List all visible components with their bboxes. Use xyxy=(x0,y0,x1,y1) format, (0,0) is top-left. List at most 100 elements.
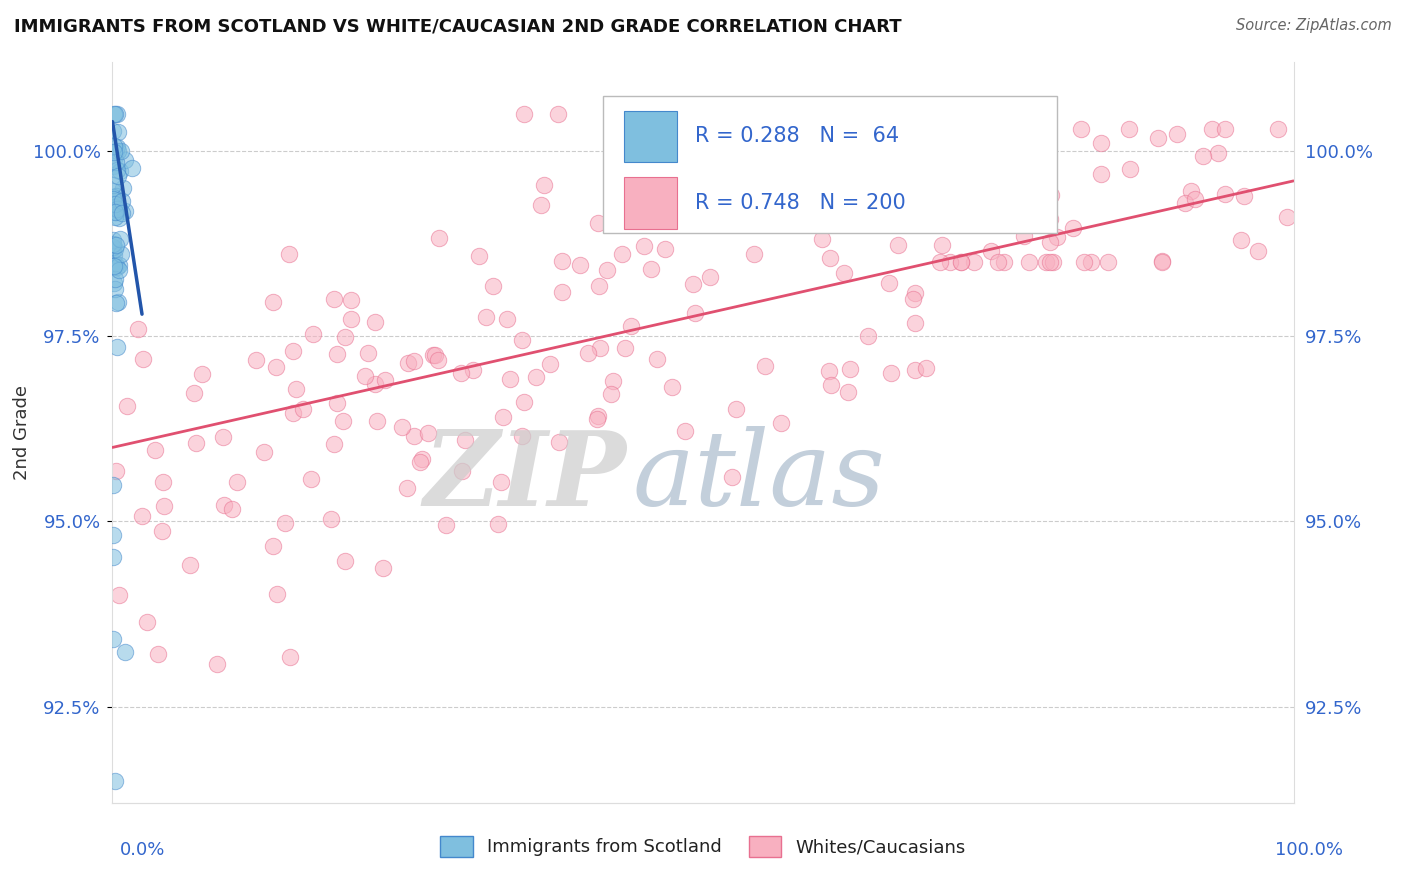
Point xyxy=(1035,255,1057,269)
Point xyxy=(104,189,127,203)
Point xyxy=(1062,221,1084,235)
Point xyxy=(103,123,125,137)
Point xyxy=(262,294,284,309)
Point xyxy=(409,455,432,469)
Point xyxy=(105,144,128,158)
Point xyxy=(835,193,858,207)
Text: R = 0.288   N =  64: R = 0.288 N = 64 xyxy=(695,127,898,146)
Text: atlas: atlas xyxy=(633,426,884,528)
Point xyxy=(468,249,491,263)
Point xyxy=(354,369,377,384)
Point xyxy=(904,286,927,301)
Point xyxy=(104,242,127,256)
Point xyxy=(530,198,553,212)
Point xyxy=(101,632,124,646)
Point xyxy=(114,153,136,167)
Point xyxy=(152,475,174,490)
Point xyxy=(1119,162,1142,177)
Point xyxy=(599,387,621,401)
Point xyxy=(1230,233,1253,247)
Point xyxy=(491,409,513,424)
Point xyxy=(547,434,569,449)
Point xyxy=(110,246,132,260)
Point xyxy=(1040,187,1063,202)
Point xyxy=(1213,186,1236,201)
Point xyxy=(278,247,301,261)
Point xyxy=(770,417,793,431)
Point xyxy=(335,330,357,344)
Point xyxy=(1039,212,1062,227)
Point xyxy=(682,277,704,292)
Point xyxy=(640,262,662,277)
Point xyxy=(115,400,138,414)
Point xyxy=(1018,255,1040,269)
Point xyxy=(1073,255,1095,269)
Point xyxy=(274,516,297,530)
Point xyxy=(103,138,125,153)
Point xyxy=(101,190,124,204)
Point xyxy=(186,436,208,450)
Point xyxy=(610,246,633,260)
Point xyxy=(340,311,363,326)
Point xyxy=(319,512,342,526)
Point xyxy=(725,402,748,417)
Point xyxy=(103,276,125,290)
Point xyxy=(461,363,484,377)
Point xyxy=(763,201,786,215)
Point xyxy=(1180,184,1202,198)
Point xyxy=(302,326,325,341)
Point xyxy=(1174,196,1197,211)
Point xyxy=(103,259,125,273)
Point xyxy=(292,402,315,417)
Point xyxy=(661,380,683,394)
Text: IMMIGRANTS FROM SCOTLAND VS WHITE/CAUCASIAN 2ND GRADE CORRELATION CHART: IMMIGRANTS FROM SCOTLAND VS WHITE/CAUCAS… xyxy=(14,18,901,36)
Point xyxy=(357,346,380,360)
Point xyxy=(1012,229,1035,244)
Text: 100.0%: 100.0% xyxy=(1275,840,1343,858)
Point xyxy=(699,270,721,285)
Point xyxy=(101,240,124,254)
Point xyxy=(602,374,624,388)
Point xyxy=(931,238,953,252)
Point xyxy=(111,194,134,209)
Point xyxy=(987,255,1010,269)
Point xyxy=(488,517,510,532)
Point xyxy=(111,181,134,195)
FancyBboxPatch shape xyxy=(603,95,1057,233)
Point xyxy=(568,258,591,272)
Point xyxy=(105,162,128,177)
Point xyxy=(340,293,363,307)
Point xyxy=(107,107,129,121)
Point xyxy=(283,406,305,420)
Point xyxy=(110,144,132,158)
Point xyxy=(1028,122,1050,136)
Point xyxy=(212,498,235,512)
Point xyxy=(326,346,349,360)
Point xyxy=(762,164,785,178)
Point xyxy=(510,334,533,348)
Point xyxy=(253,445,276,459)
Point xyxy=(121,161,143,175)
Point xyxy=(103,550,125,565)
Point xyxy=(928,255,950,269)
Point xyxy=(510,429,533,443)
Point xyxy=(245,353,267,368)
Point xyxy=(179,558,201,572)
Point xyxy=(105,296,128,310)
Point xyxy=(402,354,425,368)
Point xyxy=(939,255,962,269)
Point xyxy=(496,311,519,326)
Point xyxy=(879,367,901,381)
Point xyxy=(183,385,205,400)
Point xyxy=(101,236,124,251)
Point xyxy=(928,211,950,226)
Point xyxy=(103,107,125,121)
Point xyxy=(107,258,129,272)
Point xyxy=(366,414,388,428)
Point xyxy=(104,155,127,169)
Text: Source: ZipAtlas.com: Source: ZipAtlas.com xyxy=(1236,18,1392,33)
Point xyxy=(364,376,387,391)
Point xyxy=(374,374,396,388)
Point xyxy=(939,132,962,146)
Point xyxy=(285,382,308,396)
